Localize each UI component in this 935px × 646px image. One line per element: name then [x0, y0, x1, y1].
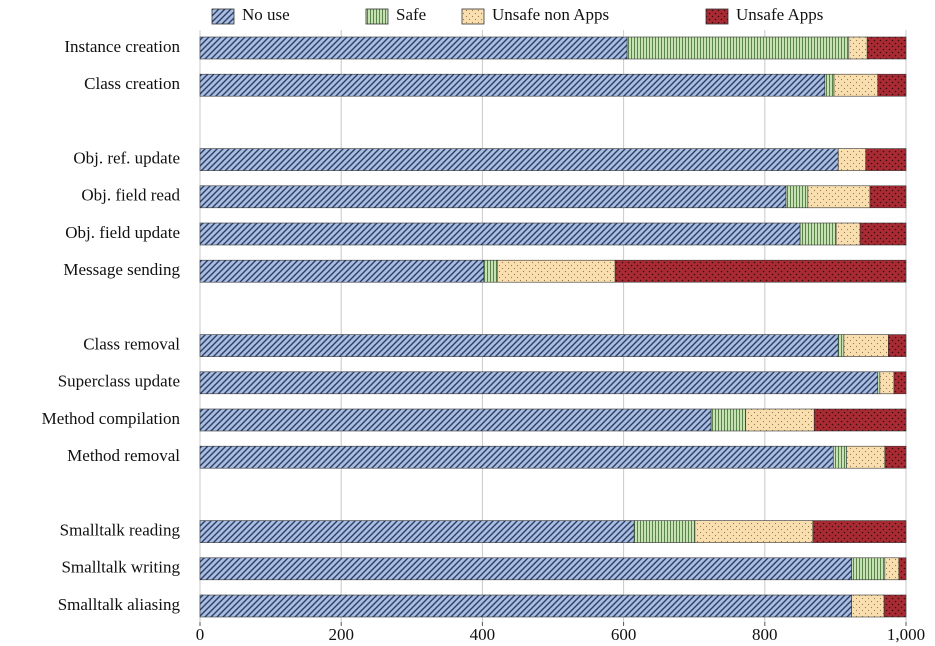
bar-segment	[799, 222, 837, 246]
bar-segment	[877, 371, 881, 395]
bar-segment	[694, 520, 814, 543]
bar-segment	[199, 557, 852, 581]
legend-swatch	[705, 8, 729, 25]
bar-segment	[199, 73, 826, 97]
x-tick-label: 600	[611, 625, 637, 644]
bar-segment	[859, 222, 907, 246]
legend-label: Unsafe Apps	[736, 5, 823, 24]
y-tick-label: Smalltalk writing	[61, 558, 180, 577]
bar-segment	[832, 445, 847, 469]
y-tick-label: Smalltalk reading	[60, 521, 181, 540]
y-tick-label: Superclass update	[58, 372, 180, 391]
bar-segment	[824, 73, 835, 97]
bar-segment	[199, 520, 635, 543]
y-tick-label: Method removal	[67, 446, 180, 465]
x-tick-label: 200	[328, 625, 354, 644]
bar-segment	[199, 148, 839, 171]
legend-label: No use	[242, 5, 290, 24]
bar-segment	[893, 371, 907, 395]
bar-segment	[879, 371, 895, 395]
bar-segment	[745, 408, 815, 432]
bar-segment	[869, 185, 907, 209]
y-tick-label: Message sending	[63, 260, 180, 279]
y-tick-label: Method compilation	[42, 409, 181, 428]
y-tick-label: Class removal	[83, 335, 180, 354]
bar-segment	[846, 445, 886, 469]
bar-segment	[843, 334, 889, 357]
y-tick-label: Smalltalk aliasing	[58, 595, 181, 614]
bar-segment	[865, 148, 907, 171]
bar-segment	[785, 185, 809, 209]
legend-swatch	[211, 8, 235, 25]
bar-segment	[888, 334, 907, 357]
bar-segment	[626, 36, 850, 60]
bar-segment	[898, 557, 907, 581]
y-tick-label: Instance creation	[64, 37, 180, 56]
bar-segment	[833, 73, 879, 97]
y-tick-label: Obj. field update	[65, 223, 180, 242]
bar-segment	[199, 36, 628, 60]
bar-segment	[883, 594, 907, 618]
bar-segment	[199, 445, 834, 469]
bar-segment	[199, 259, 485, 283]
y-tick-label: Class creation	[84, 74, 180, 93]
bar-segment	[199, 222, 801, 246]
bar-segment	[633, 520, 696, 543]
bar-segment	[813, 408, 907, 432]
legend-swatch	[365, 8, 389, 25]
x-tick-label: 800	[752, 625, 778, 644]
y-tick-label: Obj. ref. update	[73, 149, 180, 168]
bar-segment	[835, 222, 861, 246]
bar-segment	[614, 259, 907, 283]
bar-segment	[199, 594, 852, 618]
bar-segment	[877, 73, 907, 97]
bar-segment	[199, 371, 879, 395]
bar-segment	[199, 185, 787, 209]
legend-swatch	[461, 8, 485, 25]
bar-segment	[199, 408, 712, 432]
bar-segment	[851, 594, 885, 618]
bar-segment	[837, 148, 867, 171]
bar-segment	[807, 185, 871, 209]
bar-segment	[851, 557, 886, 581]
legend-label: Unsafe non Apps	[492, 5, 609, 24]
bar-segment	[812, 520, 907, 543]
bar-segment	[483, 259, 498, 283]
y-tick-label: Obj. field read	[81, 186, 180, 205]
x-tick-label: 1,000	[887, 625, 925, 644]
x-tick-label: 400	[470, 625, 496, 644]
bar-segment	[848, 36, 868, 60]
bar-segment	[496, 259, 616, 283]
bar-segment	[884, 445, 907, 469]
bar-segment	[199, 334, 839, 357]
bar-segment	[837, 334, 845, 357]
x-tick-label: 0	[196, 625, 205, 644]
bar-segment	[866, 36, 907, 60]
legend-label: Safe	[396, 5, 426, 24]
bar-segment	[710, 408, 747, 432]
bar-segment	[884, 557, 900, 581]
